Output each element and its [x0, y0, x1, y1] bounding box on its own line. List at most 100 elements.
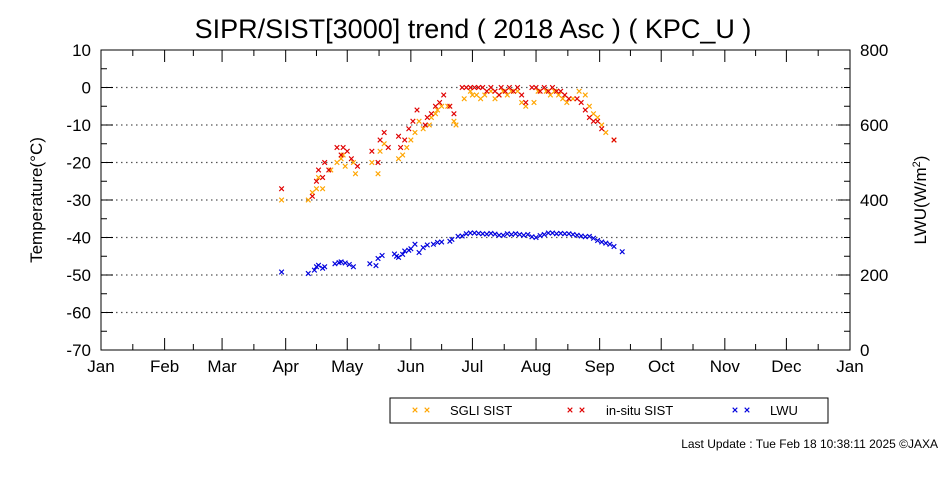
data-points [278, 84, 625, 277]
data-point [445, 103, 451, 109]
x-tick-label: Dec [771, 357, 802, 376]
data-point [545, 230, 552, 236]
data-point [463, 84, 469, 91]
data-point [340, 152, 346, 158]
legend-marker [424, 407, 430, 413]
data-point [438, 103, 445, 109]
data-point [395, 156, 402, 162]
data-point [570, 96, 576, 102]
data-point [367, 261, 373, 267]
data-point [449, 236, 455, 243]
data-point [537, 88, 543, 94]
y-tick-label: -10 [66, 116, 91, 135]
data-point [562, 92, 568, 98]
data-point [547, 92, 554, 98]
legend-marker [732, 407, 738, 413]
data-point [586, 114, 593, 121]
data-point [525, 231, 531, 238]
data-point [373, 262, 379, 269]
data-point [313, 178, 320, 184]
data-point [326, 167, 332, 173]
data-point [369, 159, 375, 166]
data-point [334, 144, 340, 151]
y-tick-label: -60 [66, 304, 91, 323]
data-point [582, 107, 588, 113]
data-point [529, 234, 535, 240]
data-point [586, 233, 593, 240]
y-tick-label: -50 [66, 266, 91, 285]
data-point [484, 88, 490, 94]
x-tick-label: Jul [462, 357, 484, 376]
data-point [436, 99, 443, 106]
data-point [434, 107, 441, 113]
data-point [599, 239, 605, 245]
legend-marker [744, 407, 750, 413]
y-tick-label: -30 [66, 191, 91, 210]
data-point [354, 163, 361, 169]
data-point [566, 231, 572, 237]
y-tick-label: -20 [66, 154, 91, 173]
axis-ticks [100, 49, 851, 351]
data-point [541, 231, 547, 238]
data-point [350, 264, 357, 270]
data-point [399, 152, 406, 158]
data-point [479, 84, 486, 91]
data-point [399, 251, 406, 258]
data-point [377, 148, 383, 154]
data-point [346, 261, 352, 268]
data-point [562, 231, 568, 237]
left-y-tick-labels: 10 0 -10 -20 -30 -40 -50 -60 -70 [66, 41, 91, 360]
data-point [305, 270, 311, 277]
data-point [352, 171, 359, 177]
legend-label-in-situ-sist: in-situ SIST [606, 403, 673, 418]
data-point [328, 167, 334, 173]
legend-marker [579, 407, 585, 413]
y-tick-label: 0 [82, 79, 91, 98]
data-point [496, 232, 502, 238]
data-point [506, 84, 513, 91]
data-point [315, 262, 322, 268]
plot-frame [100, 49, 851, 351]
data-point [375, 255, 381, 262]
data-point [590, 235, 597, 241]
data-point [551, 88, 558, 94]
data-point [334, 159, 340, 166]
data-point [420, 244, 426, 251]
data-point [381, 141, 387, 147]
y-tick-label: 10 [72, 41, 91, 60]
data-point [447, 103, 453, 109]
data-point [309, 193, 316, 199]
x-tick-label: Sep [585, 357, 615, 376]
data-point [590, 118, 597, 124]
data-point [549, 84, 556, 91]
legend-markers [412, 407, 750, 413]
data-point [537, 232, 543, 239]
series-2 [278, 230, 625, 277]
data-point [599, 126, 605, 132]
data-point [611, 243, 617, 250]
legend-marker [412, 407, 418, 413]
data-point [504, 92, 510, 98]
y2-axis-label-end: ) [911, 156, 930, 162]
data-point [278, 269, 285, 275]
data-point [553, 88, 560, 94]
data-point [590, 111, 597, 117]
x-tick-label: Feb [150, 357, 179, 376]
data-point [508, 231, 515, 238]
data-point [473, 92, 480, 98]
data-point [477, 96, 484, 102]
data-point [461, 96, 467, 102]
data-point [385, 144, 391, 151]
data-point [404, 144, 410, 151]
data-point [395, 254, 402, 261]
data-point [412, 241, 418, 247]
data-point [518, 99, 525, 106]
data-point [578, 233, 584, 239]
data-point [510, 88, 517, 94]
data-point [424, 114, 430, 121]
data-point [408, 246, 414, 252]
y2-tick-label: 800 [860, 41, 888, 60]
data-point [500, 88, 506, 94]
data-point [531, 99, 537, 106]
data-point [594, 237, 601, 244]
